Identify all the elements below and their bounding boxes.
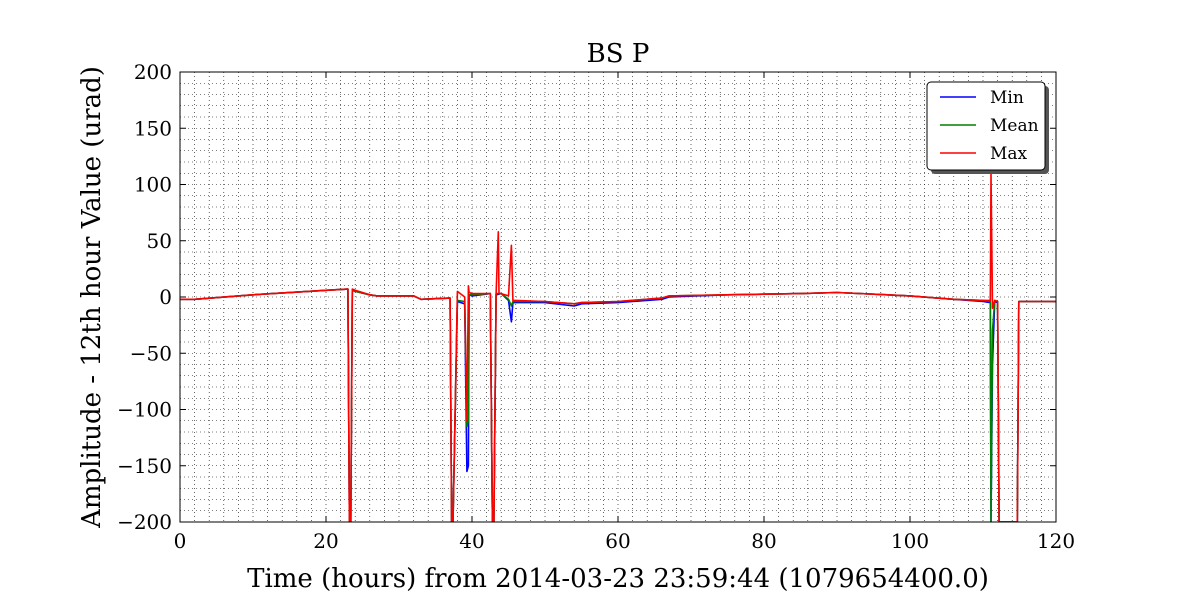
x-tick-label: 60 [605,529,630,553]
x-tick-label: 80 [751,529,776,553]
legend-label-min: Min [990,88,1024,108]
x-tick-label: 100 [891,529,929,553]
y-tick-label: −150 [117,454,172,478]
ticks: 0 20 40 60 80 100 120 −200 −150 −100 −50 0 50 100 150 2… [117,60,1075,553]
series-layer [180,172,1056,522]
y-tick-label: 100 [134,173,172,197]
x-tick-label: 120 [1037,529,1075,553]
y-tick-label: −50 [130,341,172,365]
y-tick-label: 0 [159,285,172,309]
legend-box [926,81,1046,171]
x-tick-label: 0 [174,529,187,553]
y-tick-label: 200 [134,60,172,84]
legend: Min Mean Max [926,81,1049,174]
x-tick-label: 40 [459,529,484,553]
grid [180,72,1056,522]
series-line-max [180,172,1056,522]
x-tick-label: 20 [313,529,338,553]
y-axis-label: Amplitude - 12th hour Value (urad) [77,66,107,529]
chart-title: BS P [587,39,650,69]
y-tick-label: 50 [147,229,172,253]
y-tick-label: 150 [134,116,172,140]
x-axis-label: Time (hours) from 2014-03-23 23:59:44 (1… [247,564,989,594]
y-tick-label: −100 [117,398,172,422]
legend-label-max: Max [990,144,1028,164]
legend-label-mean: Mean [990,116,1039,136]
y-tick-label: −200 [117,510,172,534]
